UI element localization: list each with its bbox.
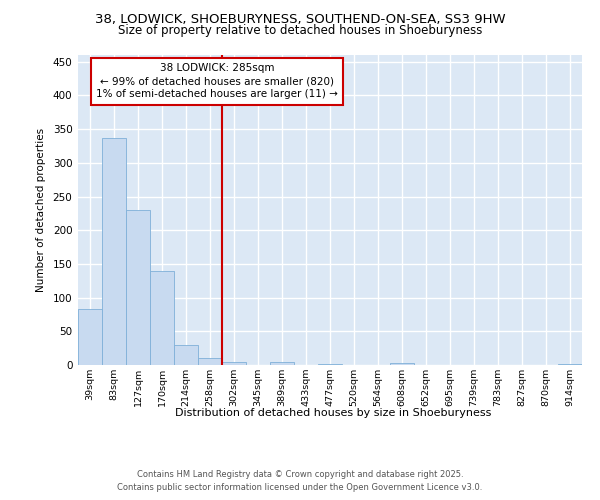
Bar: [222, 362, 246, 365]
Bar: [558, 364, 582, 365]
Y-axis label: Number of detached properties: Number of detached properties: [36, 128, 46, 292]
Text: Contains public sector information licensed under the Open Government Licence v3: Contains public sector information licen…: [118, 484, 482, 492]
Text: 38, LODWICK, SHOEBURYNESS, SOUTHEND-ON-SEA, SS3 9HW: 38, LODWICK, SHOEBURYNESS, SOUTHEND-ON-S…: [95, 12, 505, 26]
Text: Distribution of detached houses by size in Shoeburyness: Distribution of detached houses by size …: [175, 408, 491, 418]
Text: Size of property relative to detached houses in Shoeburyness: Size of property relative to detached ho…: [118, 24, 482, 37]
Bar: [150, 272, 174, 365]
Bar: [198, 358, 222, 365]
Bar: [390, 363, 414, 365]
Bar: [318, 364, 342, 365]
Bar: [270, 362, 294, 365]
Bar: [102, 138, 126, 365]
Bar: [126, 210, 150, 365]
Bar: [174, 345, 198, 365]
Bar: [78, 309, 102, 365]
Text: Contains HM Land Registry data © Crown copyright and database right 2025.: Contains HM Land Registry data © Crown c…: [137, 470, 463, 479]
Text: 38 LODWICK: 285sqm
← 99% of detached houses are smaller (820)
1% of semi-detache: 38 LODWICK: 285sqm ← 99% of detached hou…: [96, 63, 338, 100]
